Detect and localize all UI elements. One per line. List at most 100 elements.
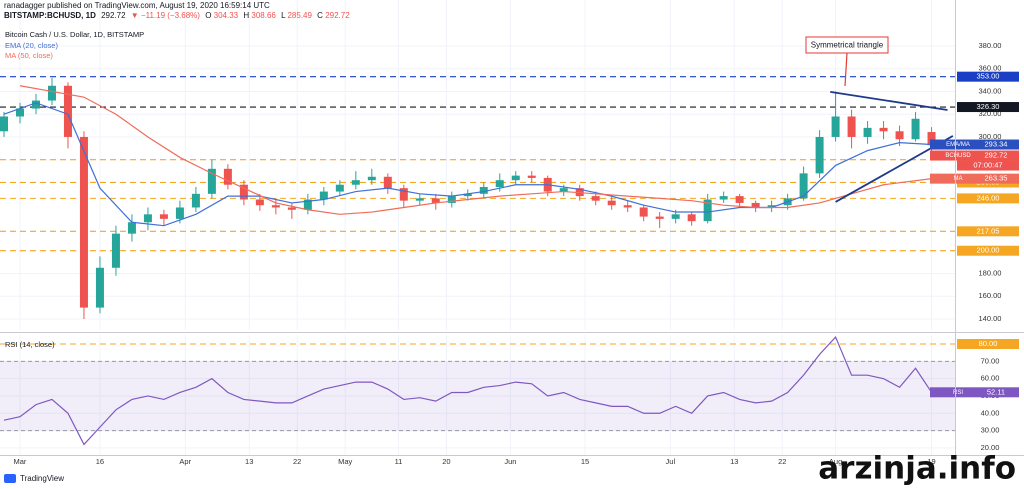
- legend-entry: MA (50, close): [5, 51, 53, 60]
- y-tick-label: 20.00: [981, 443, 1000, 452]
- x-tick-label: 11: [395, 457, 403, 466]
- level-badge: [957, 226, 1019, 237]
- x-tick-label: 19: [927, 457, 935, 466]
- candle-body: [79, 136, 88, 308]
- candle-body: [831, 116, 840, 137]
- candle-body: [63, 85, 72, 137]
- x-tick-label: May: [338, 457, 352, 466]
- y-tick-label: 30.00: [981, 426, 1000, 435]
- badge-value: 52.11: [987, 387, 1005, 396]
- candle-body: [335, 184, 344, 192]
- badge-value: 263.35: [985, 174, 1008, 183]
- level-label: 217.05: [977, 226, 1000, 235]
- high-value: 308.66: [251, 11, 276, 20]
- candle-body: [559, 188, 568, 192]
- level-badge: [957, 193, 1019, 204]
- y-tick-label: 340.00: [979, 86, 1002, 95]
- published-line: ranadagger published on TradingView.com,…: [4, 1, 270, 10]
- candle-body: [287, 207, 296, 210]
- candle-body: [735, 196, 744, 203]
- candle-body: [847, 116, 856, 137]
- trendline: [830, 91, 948, 111]
- x-tick-label: Jun: [504, 457, 516, 466]
- logo-icon: [4, 474, 16, 483]
- badge-value: 293.34: [985, 140, 1008, 149]
- candle-body: [879, 127, 888, 132]
- y-tick-label: 40.00: [981, 408, 1000, 417]
- level-label: 80.00: [979, 339, 998, 348]
- rsi-line: [3, 335, 933, 446]
- candle-body: [31, 100, 40, 109]
- candle-body: [223, 168, 232, 185]
- annotation-text: Symmetrical triangle: [811, 41, 884, 50]
- x-tick-label: Jul: [666, 457, 676, 466]
- candle-body: [303, 199, 312, 210]
- candle-body: [911, 118, 920, 140]
- candle-body: [367, 176, 376, 181]
- x-tick-label: 16: [96, 457, 104, 466]
- candle-body: [799, 173, 808, 199]
- level-label: 326.30: [977, 102, 1000, 111]
- legend-entry: EMA (20, close): [5, 41, 58, 50]
- level-badge: [957, 102, 1019, 113]
- candle-body: [255, 199, 264, 206]
- watermark: arzinja.info: [818, 451, 1016, 487]
- candle-body: [591, 196, 600, 201]
- symbol-line: BITSTAMP:BCHUSD, 1D 292.72 ▼ −11.19 (−3.…: [4, 11, 350, 20]
- candle-body: [863, 127, 872, 137]
- symbol: BITSTAMP:BCHUSD, 1D: [4, 11, 96, 20]
- countdown: 07:00:47: [973, 161, 1002, 170]
- candle-body: [207, 168, 216, 194]
- badge-name: MA: [954, 176, 963, 182]
- candle-body: [511, 175, 520, 181]
- level-label: 353.00: [977, 72, 1000, 81]
- change: ▼ −11.19 (−3.68%): [131, 11, 200, 20]
- open-value: 304.33: [214, 11, 239, 20]
- candle-body: [463, 193, 472, 197]
- x-tick-label: Aug: [829, 457, 842, 466]
- y-tick-label: 160.00: [979, 291, 1002, 300]
- candle-body: [127, 222, 136, 234]
- candle-body: [271, 205, 280, 208]
- footer-logo: TradingView: [20, 474, 64, 483]
- level-label: 246.00: [977, 193, 1000, 202]
- candle-body: [527, 175, 536, 178]
- candle-body: [431, 198, 440, 203]
- candle-body: [927, 132, 936, 146]
- candle-body: [159, 214, 168, 219]
- badge-value: 292.72: [985, 151, 1008, 160]
- ohlc-label: L: [281, 11, 286, 20]
- x-tick-label: 20: [442, 457, 450, 466]
- y-tick-label: 70.00: [981, 356, 1000, 365]
- candle-body: [143, 214, 152, 223]
- candle-body: [687, 214, 696, 222]
- candle-body: [639, 207, 648, 217]
- last-price: 292.72: [101, 11, 126, 20]
- candle-body: [751, 202, 760, 208]
- candle-body: [15, 108, 24, 117]
- countdown-badge: [957, 160, 1019, 171]
- ohlc-label: C: [317, 11, 323, 20]
- indicator-line: [19, 85, 932, 215]
- candle-body: [415, 198, 424, 201]
- candle-body: [399, 188, 408, 201]
- y-tick-label: 60.00: [981, 374, 1000, 383]
- ohlc-label: O: [205, 11, 211, 20]
- level-badge: [957, 245, 1019, 256]
- candle-body: [703, 199, 712, 222]
- candle-body: [319, 191, 328, 200]
- x-tick-label: 13: [730, 457, 738, 466]
- level-badge: [957, 71, 1019, 82]
- x-tick-label: 22: [778, 457, 786, 466]
- candle-body: [719, 196, 728, 200]
- x-tick-label: 15: [581, 457, 589, 466]
- price-badge: [930, 139, 1019, 150]
- level-label: 200.00: [977, 246, 1000, 255]
- x-tick-label: Apr: [179, 457, 191, 466]
- legend-title: RSI (14, close): [5, 340, 55, 349]
- legend-title: Bitcoin Cash / U.S. Dollar, 1D, BITSTAMP: [5, 30, 144, 39]
- candle-body: [895, 131, 904, 140]
- price-badge: [930, 150, 1019, 161]
- y-tick-label: 360.00: [979, 64, 1002, 73]
